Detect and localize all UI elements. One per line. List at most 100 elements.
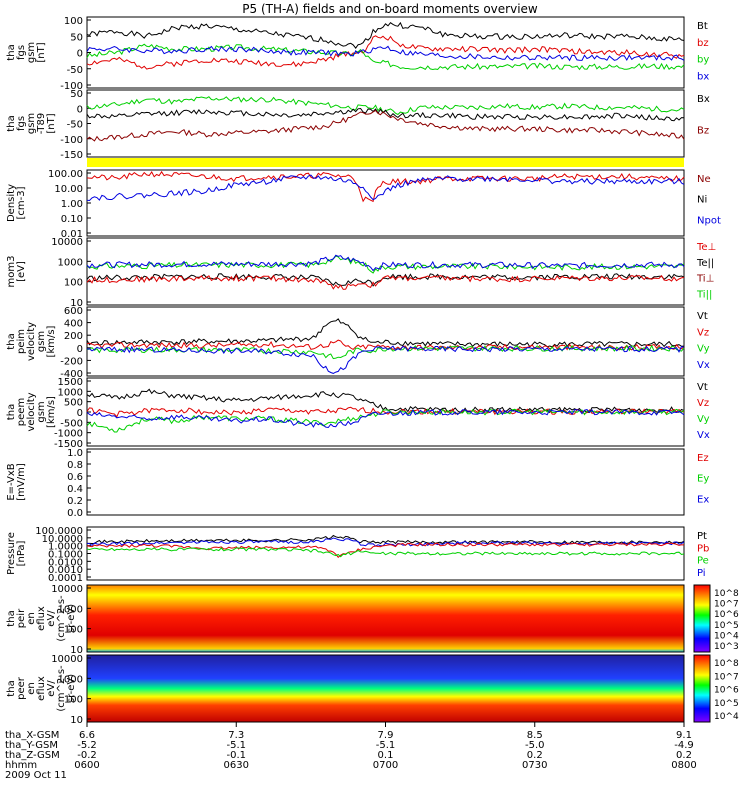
legend-entry: Vt: [697, 382, 708, 393]
y-tick-label: 10: [70, 645, 83, 656]
y-tick-label: -200: [60, 356, 83, 367]
panel-8: 100.000010.00001.00000.10000.01000.00100…: [6, 526, 709, 584]
panel-frame: [86, 89, 685, 158]
y-tick-label: 100: [64, 695, 83, 706]
y-axis-label-line: peir: [16, 608, 27, 628]
x-axis-value: -5.1: [376, 740, 396, 751]
y-tick-label: 0.4: [67, 484, 83, 495]
series-line-bx: [86, 45, 685, 62]
y-axis-label-line: [km/s]: [46, 396, 57, 428]
legend-entry: Te⊥: [696, 242, 716, 253]
series-line-Bt: [86, 21, 685, 49]
series-line-Ti||: [86, 255, 685, 274]
x-axis-row-label: tha_X-GSM: [5, 730, 59, 741]
colorbar-tick-label: 10^6: [714, 686, 739, 696]
y-tick-label: -400: [60, 369, 83, 380]
y-axis-label-line: (cm^2-s-: [56, 595, 67, 642]
y-tick-label: 400: [64, 319, 83, 330]
panel-frame: [86, 306, 685, 377]
y-axis-label-line: -T89: [36, 113, 47, 135]
y-axis-label-line: peer: [16, 676, 27, 700]
y-tick-label: -150: [60, 150, 83, 161]
y-axis-label-line: [cm-3]: [16, 186, 27, 219]
panel-4: 10000 1000 100 10 mom3[eV] Te⊥ Te|| Ti⊥ Ti||: [6, 237, 716, 309]
y-axis-label-line: [km/s]: [46, 325, 57, 357]
y-tick-label: 1000: [58, 674, 83, 685]
x-axis-value: 0.2: [527, 750, 543, 761]
legend-entry: Ne: [697, 174, 711, 185]
y-tick-label: 100: [64, 625, 83, 636]
y-tick-label: 10.0000: [42, 534, 83, 545]
colorbar-tick-label: 10^7: [714, 672, 739, 682]
x-axis-row-label: hhmm: [5, 760, 37, 771]
legend-entry: Vt: [697, 311, 708, 322]
y-tick-label: 0.10: [61, 214, 83, 225]
y-axis-label: thapeemvelocitygsm[km/s]: [6, 392, 57, 431]
y-tick-label: 0.8: [67, 460, 83, 471]
x-axis-row-label: tha_Z-GSM: [5, 750, 60, 761]
legend-entry: Vy: [697, 344, 710, 355]
legend-entry: Te||: [696, 258, 714, 269]
y-tick-label: 10: [70, 715, 83, 726]
y-axis-label-line: tha: [6, 44, 17, 60]
y-axis-label-line: tha: [6, 680, 17, 696]
y-tick-label: 0.2: [67, 496, 83, 507]
panel-frame: [86, 169, 685, 237]
y-axis-label-line: E=-VxB: [6, 463, 17, 500]
series-line-bz: [86, 35, 685, 70]
colorbar: [693, 584, 711, 653]
colorbar: [693, 654, 711, 723]
y-tick-label: 600: [64, 306, 83, 317]
y-tick-label: -50: [67, 65, 83, 76]
y-tick-label: 100: [64, 16, 83, 27]
series-line-Ne: [86, 170, 685, 203]
legend-entry: Npot: [697, 215, 721, 226]
x-axis-row-label: tha_Y-GSM: [5, 740, 58, 751]
y-tick-label: 1000: [58, 387, 83, 398]
y-axis-label-line: [nT]: [46, 113, 57, 133]
y-axis-label-line: tha: [6, 610, 17, 626]
y-axis-label-line: eflux: [36, 606, 47, 631]
x-axis-value: 0800: [671, 760, 696, 771]
y-axis-label: thapeimvelocitygsm[km/s]: [6, 322, 57, 361]
y-tick-label: 50: [70, 32, 83, 43]
legend-entry: Ey: [697, 474, 709, 485]
y-axis-label: thapeirenefluxeV/(cm^2-s-sr-eV): [6, 595, 77, 642]
y-tick-label: 1000: [58, 257, 83, 268]
y-tick-label: 10000: [51, 654, 83, 665]
y-axis-label-line: gsm: [26, 113, 37, 134]
x-axis-value: 0.2: [676, 750, 692, 761]
colorbar-tick-label: 10^7: [714, 600, 739, 610]
legend-entry: Pt: [697, 531, 707, 542]
y-axis-label-line: eflux: [36, 676, 47, 701]
y-axis-label-line: [nT]: [36, 42, 47, 62]
legend-entry: Ez: [697, 453, 709, 464]
y-axis-label-line: en: [26, 612, 37, 625]
panel-frame: [86, 237, 685, 306]
y-tick-label: 100.00: [48, 169, 83, 180]
series-line-Vt: [86, 318, 685, 348]
series-line-Te⊥: [86, 274, 685, 290]
panel-7: 1.00.80.60.40.20.0 E=-VxB[mV/m] Ez Ey Ex: [6, 448, 709, 519]
y-axis-label-line: [mV/m]: [16, 463, 27, 501]
y-tick-label: 0.0010: [48, 565, 83, 576]
y-axis-label-line: en: [26, 682, 37, 695]
y-tick-label: 100: [64, 278, 83, 289]
y-axis-label-line: peem: [16, 398, 27, 426]
y-axis-label-line: mom3: [6, 256, 17, 288]
y-axis-label: thafgsgsm[nT]: [6, 42, 47, 63]
colorbar-tick-label: 10^3: [714, 642, 739, 652]
status-bar: [87, 158, 684, 167]
y-tick-label: 0: [77, 344, 83, 355]
y-axis-label: thafgsgsm-T89[nT]: [6, 113, 57, 135]
legend-entry: Bx: [697, 94, 710, 105]
y-axis-label-line: Density: [6, 184, 17, 222]
series-line-Npot: [86, 174, 685, 202]
legend-entry: bz: [697, 38, 709, 49]
x-axis-value: 0600: [74, 760, 99, 771]
legend-entry: Vx: [697, 430, 710, 441]
y-tick-label: 50: [70, 89, 83, 100]
x-axis-value: -5.0: [525, 740, 545, 751]
y-tick-label: 0.1000: [48, 550, 83, 561]
